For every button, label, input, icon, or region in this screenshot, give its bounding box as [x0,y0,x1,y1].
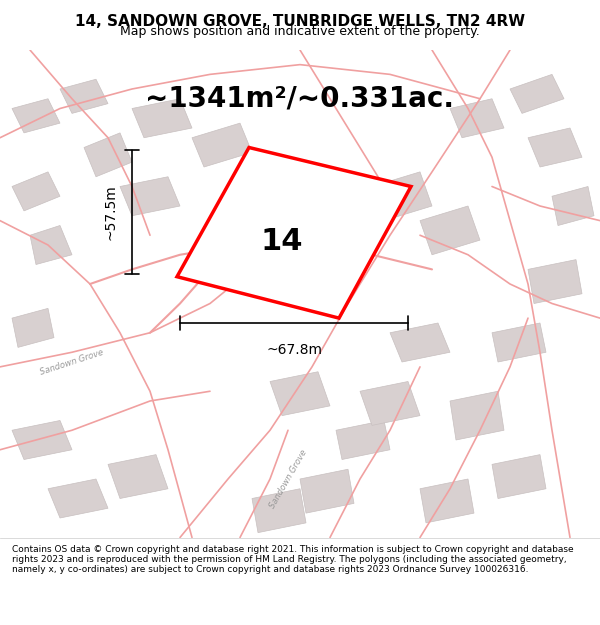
Polygon shape [132,99,192,138]
Polygon shape [528,128,582,167]
Polygon shape [420,206,480,255]
Text: Sandown Grove: Sandown Grove [268,448,308,510]
Polygon shape [48,479,108,518]
Polygon shape [12,421,72,459]
Text: Sandown Grove: Sandown Grove [39,348,105,376]
Polygon shape [12,172,60,211]
Polygon shape [30,226,72,264]
Text: ~57.5m: ~57.5m [103,184,117,240]
Polygon shape [108,454,168,499]
Text: ~1341m²/~0.331ac.: ~1341m²/~0.331ac. [146,85,455,112]
Polygon shape [492,323,546,362]
Polygon shape [12,308,54,348]
Polygon shape [252,489,306,532]
Polygon shape [336,421,390,459]
Polygon shape [120,177,180,216]
Polygon shape [450,391,504,440]
Polygon shape [12,99,60,133]
Text: 14: 14 [261,228,303,256]
Polygon shape [270,372,330,416]
Text: Map shows position and indicative extent of the property.: Map shows position and indicative extent… [120,24,480,38]
Polygon shape [552,186,594,226]
Polygon shape [177,148,411,318]
Polygon shape [390,323,450,362]
Polygon shape [420,479,474,523]
Polygon shape [372,172,432,221]
Polygon shape [192,123,252,167]
Polygon shape [300,469,354,513]
Polygon shape [360,381,420,426]
Polygon shape [450,99,504,138]
Text: Contains OS data © Crown copyright and database right 2021. This information is : Contains OS data © Crown copyright and d… [12,544,574,574]
Polygon shape [84,133,132,177]
Polygon shape [528,259,582,304]
Text: 14, SANDOWN GROVE, TUNBRIDGE WELLS, TN2 4RW: 14, SANDOWN GROVE, TUNBRIDGE WELLS, TN2 … [75,14,525,29]
Text: ~67.8m: ~67.8m [266,342,322,356]
Polygon shape [60,79,108,113]
Polygon shape [210,211,270,250]
Polygon shape [492,454,546,499]
Polygon shape [510,74,564,113]
